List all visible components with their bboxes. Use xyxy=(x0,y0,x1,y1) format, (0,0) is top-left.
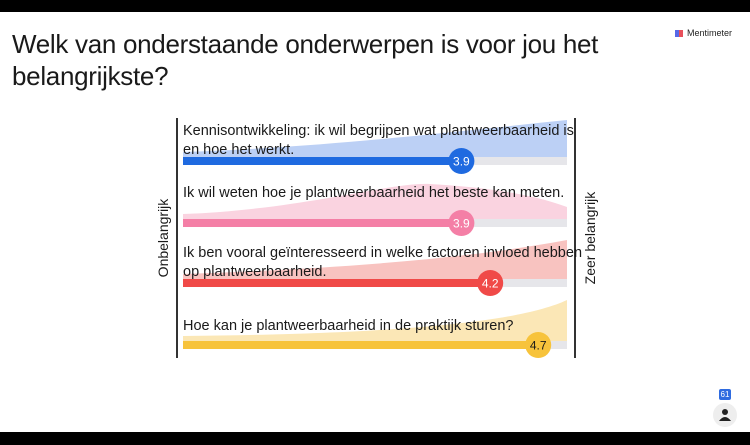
bar-fill xyxy=(183,341,539,349)
scale-chart: 3.9 3.9 4.2 4.7 xyxy=(183,120,567,358)
mentimeter-logo-icon xyxy=(675,29,683,37)
right-axis-line xyxy=(574,118,576,358)
value-marker xyxy=(448,210,475,236)
statement-label: Ik wil weten hoe je plantweerbaarheid he… xyxy=(183,185,565,201)
high-scale-label: Zeer belangrijk xyxy=(582,191,598,285)
bar-fill xyxy=(183,219,462,227)
low-scale-label: Onbelangrijk xyxy=(155,198,171,278)
value-label: 4.7 xyxy=(530,339,547,353)
value-label: 4.2 xyxy=(482,277,499,291)
statement-label: Ik ben vooral geïnteresseerd in welke fa… xyxy=(183,245,583,280)
distribution-area xyxy=(183,183,567,219)
bar-fill xyxy=(183,157,462,165)
value-label: 3.9 xyxy=(453,155,470,169)
distribution-area xyxy=(183,300,567,341)
presentation-slide: Welk van onderstaande onderwerpen is voo… xyxy=(0,12,750,432)
participant-count: 61 xyxy=(719,389,731,400)
person-icon xyxy=(719,409,731,421)
value-marker xyxy=(525,332,552,358)
distribution-area xyxy=(183,120,567,157)
value-marker xyxy=(448,148,475,174)
distribution-area xyxy=(183,240,567,279)
value-label: 3.9 xyxy=(453,217,470,231)
brand-name: Mentimeter xyxy=(687,28,733,38)
question-title: Welk van onderstaande onderwerpen is voo… xyxy=(12,29,599,91)
statement-label: Hoe kan je plantweerbaarheid in de prakt… xyxy=(183,318,514,334)
statement-label: Kennisontwikkeling: ik wil begrijpen wat… xyxy=(183,123,574,158)
participants-button[interactable] xyxy=(713,403,737,427)
value-marker xyxy=(477,270,504,296)
bar-fill xyxy=(183,279,491,287)
left-axis-line xyxy=(176,118,178,358)
mentimeter-logo: Mentimeter xyxy=(675,28,732,38)
